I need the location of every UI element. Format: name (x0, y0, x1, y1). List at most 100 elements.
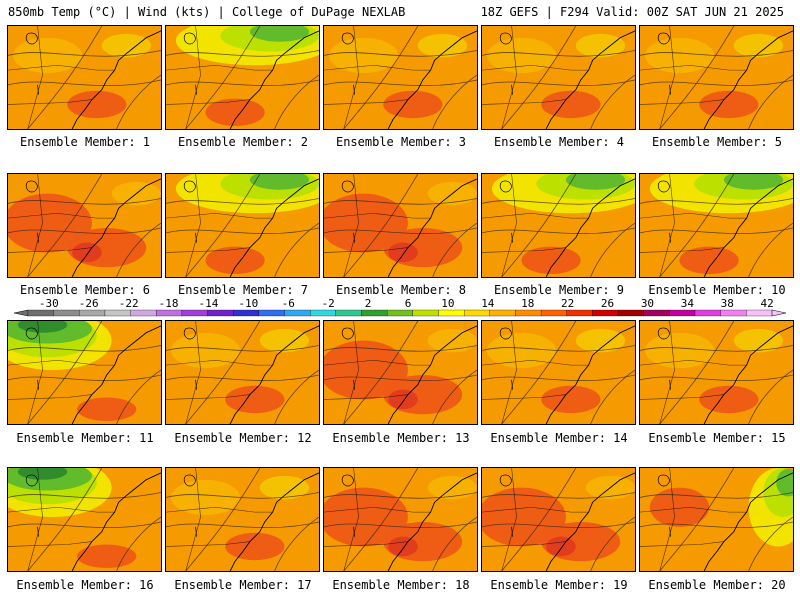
temperature-field (8, 26, 161, 129)
colorbar-swatch (617, 309, 644, 317)
ensemble-member-label: Ensemble Member: 10 (648, 283, 786, 297)
ensemble-member-label: Ensemble Member: 14 (490, 431, 628, 445)
colorbar-tick-label: -26 (79, 298, 99, 310)
colorbar-swatch (53, 309, 80, 317)
colorbar-tick-label: 38 (721, 298, 734, 310)
colorbar-swatch (540, 309, 567, 317)
temperature-field (166, 468, 319, 571)
colorbar-swatch (361, 309, 388, 317)
temperature-field (482, 174, 635, 277)
ensemble-member-label: Ensemble Member: 6 (19, 283, 151, 297)
colorbar-swatch (412, 309, 439, 317)
colorbar-swatch (207, 309, 234, 317)
colorbar-swatch (181, 309, 208, 317)
colorbar-tick-label: -14 (199, 298, 219, 310)
colorbar-swatch (592, 309, 619, 317)
temperature-field (640, 174, 793, 277)
colorbar-tick-label: 34 (681, 298, 695, 310)
colorbar-swatch (669, 309, 696, 317)
temperature-field (324, 321, 477, 424)
ensemble-member-map (323, 25, 478, 130)
colorbar-tick-label: 22 (561, 298, 574, 310)
colorbar-swatch (27, 309, 54, 317)
colorbar-swatch (387, 309, 413, 317)
chart-title: 850mb Temp (°C) | Wind (kts) | College o… (8, 5, 406, 19)
colorbar-swatch (515, 309, 542, 317)
colorbar-tick-label: -22 (119, 298, 139, 310)
ensemble-member-label: Ensemble Member: 20 (648, 578, 786, 592)
ensemble-member-map (323, 173, 478, 278)
colorbar-swatch (746, 309, 773, 317)
ensemble-member-map (639, 173, 794, 278)
colorbar-swatch (643, 309, 670, 317)
temperature-field (8, 321, 161, 424)
temperature-field (324, 468, 477, 571)
temperature-field (166, 321, 319, 424)
colorbar-swatch (438, 309, 465, 317)
ensemble-member-map (481, 467, 636, 572)
colorbar-tick-label: 26 (601, 298, 614, 310)
ensemble-member-label: Ensemble Member: 1 (19, 135, 151, 149)
ensemble-member-map (639, 320, 794, 425)
colorbar-swatch (310, 309, 337, 317)
temperature-field (640, 26, 793, 129)
ensemble-member-label: Ensemble Member: 11 (16, 431, 154, 445)
temperature-colorbar: -30 -26 -22 -18 -14 -10 -6 -2 2 6 10 14 18 22 26 30 34 38… (13, 298, 787, 317)
colorbar-swatch (489, 309, 516, 317)
temperature-field (640, 468, 793, 571)
ensemble-member-map (639, 467, 794, 572)
colorbar-tick-label: -2 (322, 298, 335, 310)
ensemble-member-label: Ensemble Member: 7 (177, 283, 309, 297)
ensemble-member-label: Ensemble Member: 18 (332, 578, 470, 592)
ensemble-member-map (639, 25, 794, 130)
colorbar-swatch (258, 309, 285, 317)
colorbar-swatch (720, 309, 747, 317)
temperature-field (166, 26, 319, 129)
colorbar-tick-label: 18 (521, 298, 534, 310)
colorbar-tick-label: 2 (365, 298, 372, 310)
ensemble-member-map (481, 320, 636, 425)
ensemble-member-label: Ensemble Member: 5 (651, 135, 783, 149)
ensemble-member-label: Ensemble Member: 13 (332, 431, 470, 445)
ensemble-member-label: Ensemble Member: 12 (174, 431, 312, 445)
temperature-field (8, 174, 161, 277)
temperature-field (324, 174, 477, 277)
ensemble-member-label: Ensemble Member: 9 (493, 283, 625, 297)
ensemble-member-label: Ensemble Member: 4 (493, 135, 625, 149)
ensemble-member-label: Ensemble Member: 8 (335, 283, 467, 297)
ensemble-member-map (7, 25, 162, 130)
colorbar-swatch (284, 309, 311, 317)
ensemble-member-map (7, 320, 162, 425)
colorbar-tick-label: 14 (481, 298, 495, 310)
ensemble-member-label: Ensemble Member: 16 (16, 578, 154, 592)
colorbar-tick-label: -10 (238, 298, 258, 310)
colorbar-swatch (233, 309, 260, 317)
colorbar-tick-label: 6 (405, 298, 412, 310)
temperature-field (482, 26, 635, 129)
colorbar-swatch (79, 309, 106, 317)
colorbar-tick-label: 42 (761, 298, 774, 310)
ensemble-member-map (165, 467, 320, 572)
colorbar-tick-label: -30 (39, 298, 59, 310)
ensemble-member-label: Ensemble Member: 19 (490, 578, 628, 592)
temperature-field (640, 321, 793, 424)
colorbar-swatch (463, 309, 490, 317)
ensemble-member-map (481, 25, 636, 130)
colorbar-swatch (130, 309, 157, 317)
run-info: 18Z GEFS | F294 Valid: 00Z SAT JUN 21 20… (480, 5, 784, 19)
colorbar-swatch (566, 309, 593, 317)
temperature-field (8, 468, 161, 571)
ensemble-member-label: Ensemble Member: 17 (174, 578, 312, 592)
ensemble-member-map (165, 25, 320, 130)
colorbar-tick-label: -18 (159, 298, 179, 310)
colorbar-swatch (694, 309, 721, 317)
colorbar-swatch (156, 309, 183, 317)
temperature-field (482, 468, 635, 571)
ensemble-member-map (7, 173, 162, 278)
ensemble-member-map (323, 320, 478, 425)
colorbar-tick-label: 30 (641, 298, 654, 310)
ensemble-member-map (7, 467, 162, 572)
ensemble-member-label: Ensemble Member: 3 (335, 135, 467, 149)
temperature-field (324, 26, 477, 129)
temperature-field (482, 321, 635, 424)
